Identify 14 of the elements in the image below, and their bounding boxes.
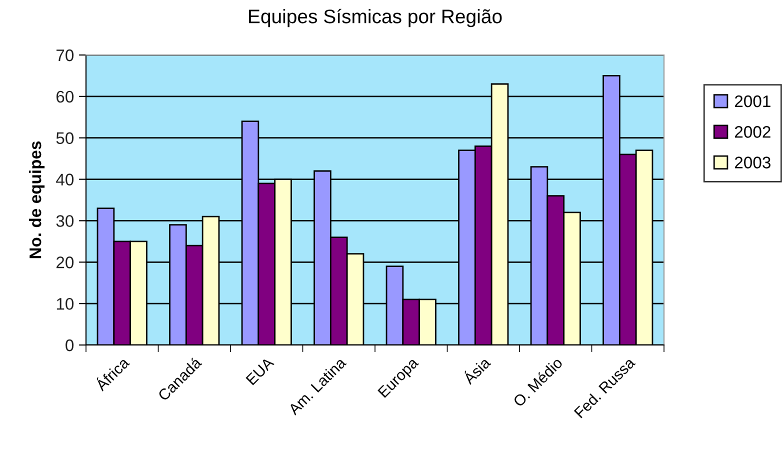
y-tick-label: 60 — [56, 90, 74, 103]
y-tick-label: 50 — [56, 132, 74, 144]
y-tick-label: 70 — [56, 49, 74, 62]
y-tick-label: 0 — [66, 339, 74, 352]
y-tick-label: 20 — [56, 256, 74, 268]
chart-title: Equipes Sísmicas por Região — [249, 8, 502, 28]
y-tick-label: 10 — [56, 298, 74, 310]
legend-label: 2003 — [734, 156, 770, 168]
x-tick-label: Ásia — [460, 354, 492, 386]
y-tick-label: 40 — [56, 174, 74, 186]
legend-label: 2002 — [734, 126, 770, 138]
legend-label: 2001 — [734, 95, 770, 108]
y-tick-label: 30 — [56, 215, 74, 227]
y-axis-title: No. de equipes — [29, 141, 45, 258]
